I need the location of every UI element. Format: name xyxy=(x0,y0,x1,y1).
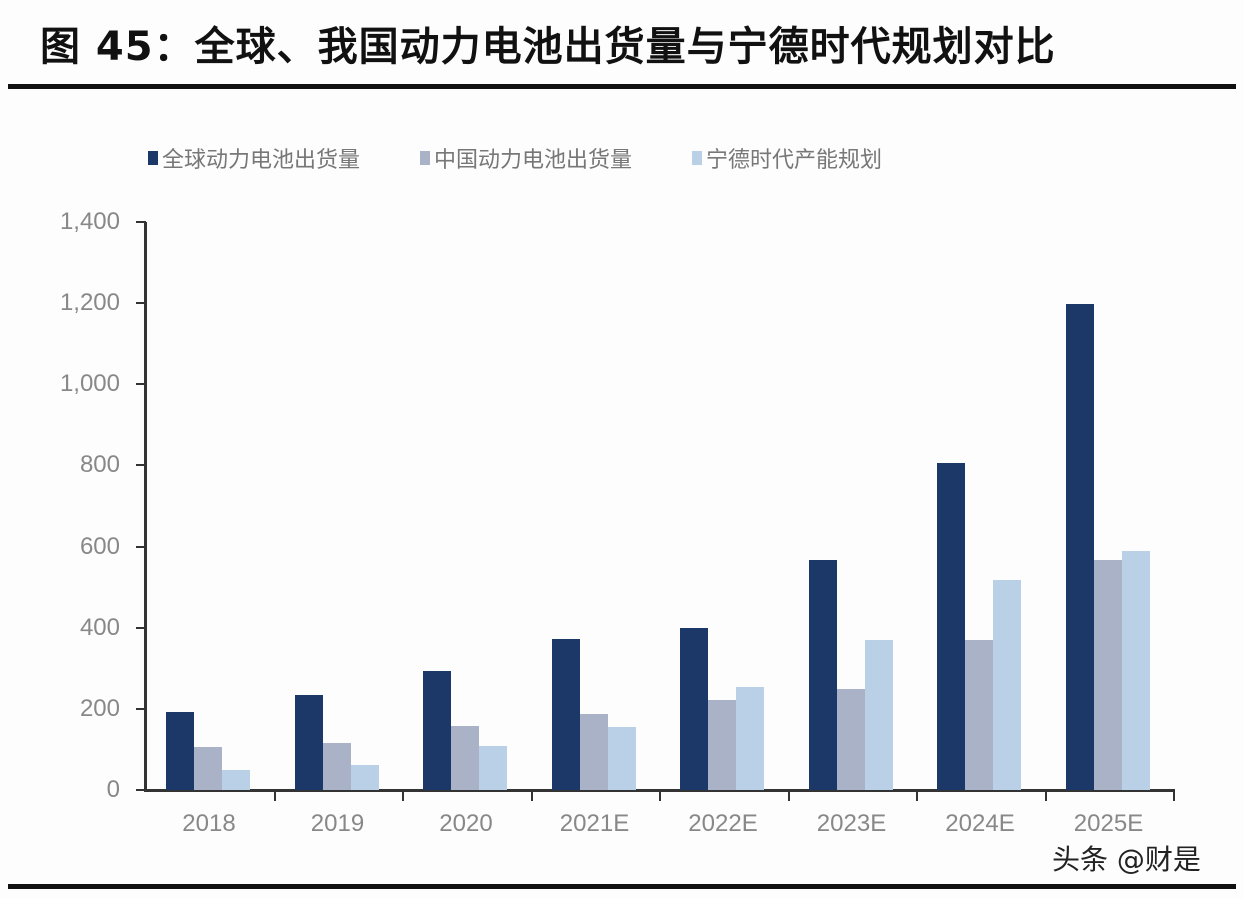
legend: 全球动力电池出货量 中国动力电池出货量 宁德时代产能规划 xyxy=(148,142,882,174)
y-tick-mark xyxy=(136,707,146,710)
bar xyxy=(1065,303,1094,790)
bar xyxy=(808,559,837,790)
y-tick-mark xyxy=(136,626,146,629)
bar xyxy=(322,743,351,790)
y-tick-label: 1,400 xyxy=(59,208,120,235)
y-tick-label: 800 xyxy=(79,451,120,479)
x-tick-mark xyxy=(1044,789,1047,801)
bar xyxy=(937,462,965,790)
x-tick-mark xyxy=(659,789,661,801)
bar xyxy=(607,727,636,790)
watermark: 头条 @财是 xyxy=(1052,843,1201,876)
x-tick-label: 2022E xyxy=(688,810,758,837)
legend-swatch-icon xyxy=(420,151,431,165)
chart-title: 图 45：全球、我国动力电池出货量与宁德时代规划对比 xyxy=(40,24,1056,70)
legend-label: 中国动力电池出货量 xyxy=(434,148,633,173)
bar xyxy=(166,711,194,790)
bar xyxy=(350,764,379,790)
y-tick-label: 200 xyxy=(79,694,120,722)
x-tick-mark xyxy=(787,789,790,801)
y-tick-label: 1,200 xyxy=(59,289,120,317)
legend-item: 中国动力电池出货量 xyxy=(420,142,632,174)
bar xyxy=(551,639,580,790)
y-tick-mark xyxy=(136,302,146,305)
legend-item: 全球动力电池出货量 xyxy=(148,142,360,174)
bar xyxy=(451,725,479,790)
bar xyxy=(864,639,893,790)
bar xyxy=(965,639,993,790)
bar xyxy=(708,699,736,790)
bar xyxy=(1093,559,1122,790)
y-tick-mark xyxy=(136,383,146,386)
bar xyxy=(1121,550,1150,790)
x-tick-label: 2024E xyxy=(945,810,1015,837)
y-tick-mark xyxy=(136,789,146,791)
bar xyxy=(579,713,608,790)
bar xyxy=(479,746,507,790)
y-tick-label: 0 xyxy=(106,776,120,803)
bar xyxy=(222,769,250,790)
legend-label: 全球动力电池出货量 xyxy=(162,148,361,173)
legend-label: 宁德时代产能规划 xyxy=(706,148,883,173)
y-tick-mark xyxy=(136,545,146,548)
bar xyxy=(680,627,708,790)
x-tick-mark xyxy=(916,789,918,801)
y-tick-label: 400 xyxy=(79,613,120,641)
x-tick-label: 2025E xyxy=(1073,810,1144,837)
y-tick-label: 600 xyxy=(79,532,120,560)
x-tick-mark xyxy=(530,789,533,801)
y-tick-mark xyxy=(136,464,146,467)
x-tick-mark xyxy=(402,789,404,801)
bar xyxy=(736,686,764,790)
y-tick-label: 1,000 xyxy=(59,370,120,398)
x-tick-label: 2018 xyxy=(182,810,236,837)
bar xyxy=(993,579,1021,790)
bar xyxy=(423,671,451,790)
legend-swatch-icon xyxy=(148,151,158,165)
x-tick-mark xyxy=(273,789,276,801)
bottom-rule xyxy=(8,884,1236,889)
bar xyxy=(294,694,323,790)
bar xyxy=(194,747,222,790)
x-tick-label: 2021E xyxy=(559,810,630,837)
y-tick-mark xyxy=(136,221,146,223)
x-tick-mark xyxy=(1173,789,1175,801)
bar xyxy=(836,688,865,790)
legend-item: 宁德时代产能规划 xyxy=(692,142,882,174)
x-tick-label: 2023E xyxy=(816,810,887,837)
y-axis xyxy=(144,222,147,792)
legend-swatch-icon xyxy=(692,151,703,165)
x-tick-label: 2020 xyxy=(439,810,493,837)
top-rule xyxy=(8,84,1236,89)
x-tick-label: 2019 xyxy=(310,810,365,837)
